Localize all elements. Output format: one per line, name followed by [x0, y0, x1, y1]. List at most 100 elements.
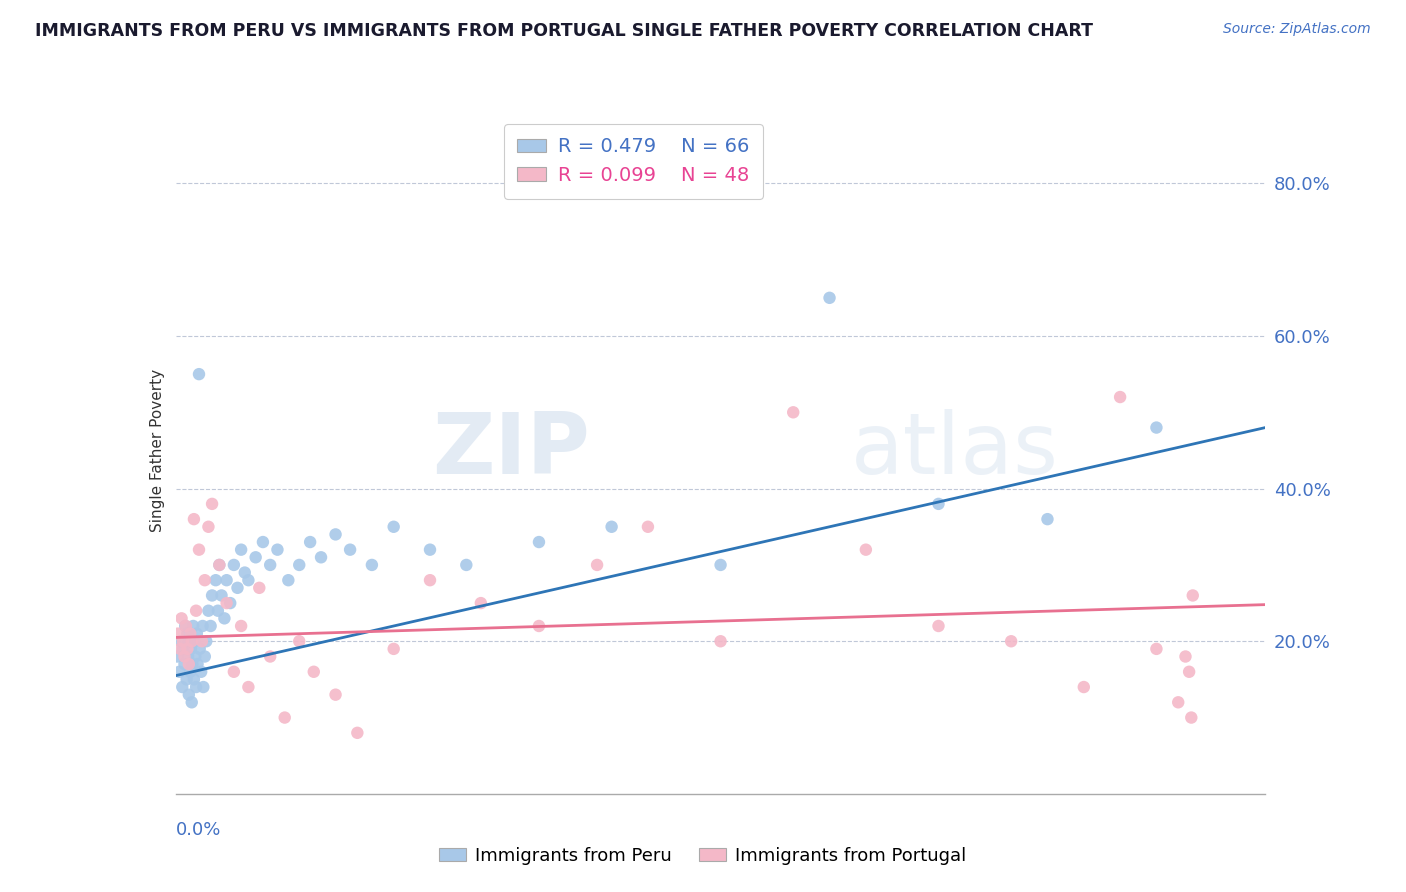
Point — [197, 520, 219, 534]
Point — [184, 649, 207, 664]
Point — [1178, 665, 1201, 679]
Point — [180, 695, 202, 709]
Point — [710, 558, 733, 572]
Point — [818, 291, 841, 305]
Text: atlas: atlas — [852, 409, 1059, 492]
Point — [173, 649, 195, 664]
Text: 0.0%: 0.0% — [176, 822, 221, 839]
Point — [231, 542, 253, 557]
Point — [174, 619, 197, 633]
Point — [219, 596, 242, 610]
Point — [226, 581, 249, 595]
Point — [231, 619, 253, 633]
Legend: R = 0.479    N = 66, R = 0.099    N = 48: R = 0.479 N = 66, R = 0.099 N = 48 — [503, 124, 763, 199]
Point — [1073, 680, 1095, 694]
Point — [170, 611, 193, 625]
Point — [782, 405, 804, 419]
Point — [382, 641, 405, 656]
Point — [586, 558, 609, 572]
Point — [710, 634, 733, 648]
Legend: Immigrants from Peru, Immigrants from Portugal: Immigrants from Peru, Immigrants from Po… — [432, 840, 974, 872]
Point — [238, 573, 260, 587]
Point — [208, 558, 231, 572]
Point — [1180, 710, 1202, 724]
Point — [1146, 420, 1168, 434]
Point — [181, 619, 204, 633]
Point — [252, 535, 274, 549]
Point — [325, 527, 347, 541]
Point — [259, 558, 281, 572]
Point — [186, 657, 209, 672]
Point — [201, 497, 224, 511]
Point — [167, 626, 190, 640]
Point — [302, 665, 325, 679]
Point — [527, 535, 550, 549]
Point — [527, 619, 550, 633]
Point — [184, 604, 207, 618]
Point — [176, 673, 198, 687]
Point — [470, 596, 492, 610]
Point — [188, 367, 211, 381]
Point — [1167, 695, 1189, 709]
Point — [194, 649, 217, 664]
Point — [266, 542, 288, 557]
Point — [188, 641, 211, 656]
Point — [339, 542, 361, 557]
Point — [191, 634, 214, 648]
Point — [222, 665, 245, 679]
Point — [177, 657, 200, 672]
Point — [346, 726, 368, 740]
Point — [456, 558, 478, 572]
Point — [186, 626, 208, 640]
Point — [191, 619, 214, 633]
Point — [179, 634, 201, 648]
Point — [288, 634, 311, 648]
Point — [197, 604, 219, 618]
Point — [169, 665, 191, 679]
Point — [179, 626, 201, 640]
Point — [211, 589, 233, 603]
Point — [274, 710, 297, 724]
Point — [309, 550, 332, 565]
Text: ZIP: ZIP — [432, 409, 591, 492]
Point — [179, 665, 201, 679]
Y-axis label: Single Father Poverty: Single Father Poverty — [149, 369, 165, 532]
Point — [193, 680, 215, 694]
Point — [928, 619, 950, 633]
Point — [183, 673, 205, 687]
Point — [259, 649, 281, 664]
Point — [172, 641, 194, 656]
Point — [245, 550, 267, 565]
Point — [299, 535, 322, 549]
Point — [247, 581, 270, 595]
Point — [238, 680, 260, 694]
Point — [600, 520, 623, 534]
Point — [170, 634, 193, 648]
Point — [166, 649, 188, 664]
Point — [855, 542, 877, 557]
Point — [200, 619, 222, 633]
Point — [169, 641, 191, 656]
Point — [214, 611, 236, 625]
Point — [277, 573, 299, 587]
Point — [207, 604, 229, 618]
Point — [382, 520, 405, 534]
Point — [172, 680, 194, 694]
Point — [174, 619, 197, 633]
Point — [360, 558, 382, 572]
Point — [419, 542, 441, 557]
Text: IMMIGRANTS FROM PERU VS IMMIGRANTS FROM PORTUGAL SINGLE FATHER POVERTY CORRELATI: IMMIGRANTS FROM PERU VS IMMIGRANTS FROM … — [35, 22, 1092, 40]
Point — [173, 657, 195, 672]
Point — [1000, 634, 1022, 648]
Point — [222, 558, 245, 572]
Point — [183, 512, 205, 526]
Point — [176, 626, 198, 640]
Point — [208, 558, 231, 572]
Point — [194, 573, 217, 587]
Point — [190, 665, 212, 679]
Point — [215, 573, 238, 587]
Point — [1146, 641, 1168, 656]
Point — [1174, 649, 1197, 664]
Point — [172, 634, 194, 648]
Point — [928, 497, 950, 511]
